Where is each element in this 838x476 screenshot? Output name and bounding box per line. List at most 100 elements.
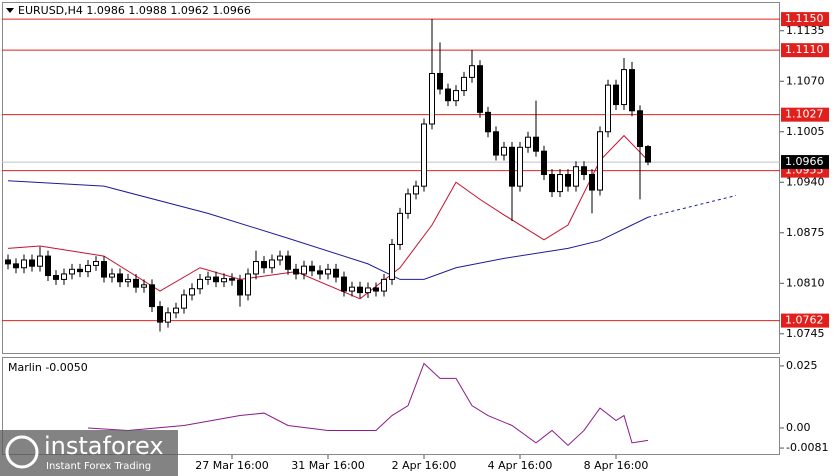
candle-body bbox=[413, 185, 419, 195]
candle-body bbox=[509, 146, 515, 187]
candle-body bbox=[237, 279, 243, 296]
candle-body bbox=[405, 193, 411, 214]
candle-body bbox=[181, 294, 187, 309]
level-box bbox=[781, 107, 829, 122]
candle-body bbox=[525, 136, 531, 148]
level-label: 1.0762 bbox=[785, 314, 824, 327]
candle-body bbox=[397, 212, 403, 245]
candle-body bbox=[221, 278, 227, 283]
candle-body bbox=[333, 268, 339, 278]
candle-body bbox=[373, 287, 379, 292]
level-label: 1.1150 bbox=[785, 12, 824, 25]
candle-body bbox=[165, 312, 171, 323]
candle-body bbox=[293, 268, 299, 275]
line bbox=[87, 362, 649, 447]
candle-body bbox=[501, 146, 507, 156]
candle-body bbox=[533, 136, 539, 152]
candle-body bbox=[429, 72, 435, 125]
candle-body bbox=[445, 88, 451, 102]
x-tick-label: 8 Apr 16:00 bbox=[584, 459, 649, 472]
title-arrow bbox=[6, 8, 14, 13]
indicator-pane bbox=[2, 357, 780, 455]
y-tick-label: 0.025 bbox=[786, 359, 818, 372]
candle-body bbox=[309, 265, 315, 272]
candle-body bbox=[317, 270, 323, 275]
current-price-label: 1.0966 bbox=[785, 155, 824, 168]
candle-body bbox=[197, 278, 203, 290]
level-box bbox=[781, 43, 829, 58]
candle-body bbox=[189, 288, 195, 296]
candle-body bbox=[229, 278, 235, 281]
candle-body bbox=[61, 273, 67, 280]
candle-body bbox=[581, 166, 587, 176]
candle-body bbox=[493, 131, 499, 156]
main-pane bbox=[2, 2, 780, 354]
y-tick-label: 1.1005 bbox=[786, 125, 825, 138]
candle-body bbox=[549, 174, 555, 193]
candle-body bbox=[469, 65, 475, 78]
candle-body bbox=[5, 259, 11, 265]
candle-body bbox=[269, 259, 275, 269]
candle-body bbox=[117, 273, 123, 283]
candle-body bbox=[69, 268, 75, 275]
candle-body bbox=[589, 174, 595, 191]
candle-body bbox=[453, 90, 459, 102]
candle-body bbox=[133, 278, 139, 288]
candle-body bbox=[245, 273, 251, 296]
candle-body bbox=[541, 150, 547, 176]
indicator-title: Marlin -0.0050 bbox=[8, 361, 88, 374]
candle-body bbox=[485, 111, 491, 133]
candle-body bbox=[461, 76, 467, 92]
candle-body bbox=[285, 255, 291, 270]
level-box bbox=[781, 12, 829, 27]
x-tick-label: 27 Mar 16:00 bbox=[195, 459, 268, 472]
candle-body bbox=[173, 307, 179, 314]
x-tick-label: 31 Mar 16:00 bbox=[291, 459, 364, 472]
candle-body bbox=[93, 261, 99, 266]
candle-body bbox=[597, 131, 603, 191]
candle-body bbox=[253, 261, 259, 275]
candle-body bbox=[421, 123, 427, 187]
y-tick-label: 1.1070 bbox=[786, 74, 825, 87]
candle-body bbox=[149, 284, 155, 308]
candle-body bbox=[637, 110, 643, 148]
candle-body bbox=[53, 275, 59, 280]
candle-body bbox=[85, 264, 91, 273]
candle-body bbox=[141, 284, 147, 288]
logo-tagline: Instant Forex Trading bbox=[46, 461, 151, 472]
candle-body bbox=[21, 259, 27, 269]
level-label: 1.1110 bbox=[785, 43, 824, 56]
line bbox=[7, 180, 649, 280]
candle-body bbox=[557, 174, 563, 193]
candle-body bbox=[357, 286, 363, 294]
y-tick-label: 1.1135 bbox=[786, 24, 825, 37]
candle-body bbox=[621, 69, 627, 106]
candle-body bbox=[261, 261, 267, 269]
candle-body bbox=[29, 259, 35, 267]
candle-body bbox=[517, 146, 523, 187]
candle-body bbox=[45, 255, 51, 277]
candle-body bbox=[277, 255, 283, 261]
plot: 1.1135 1.1070 1.1005 1.0940 1.0875 1.0810 1.07… bbox=[2, 12, 829, 472]
level-label: 1.1027 bbox=[785, 108, 824, 121]
candle-body bbox=[325, 268, 331, 275]
candle-body bbox=[125, 278, 131, 283]
y-tick-label: 1.0940 bbox=[786, 175, 825, 188]
candle-body bbox=[565, 174, 571, 187]
candle-body bbox=[341, 276, 347, 292]
candle-body bbox=[37, 255, 43, 267]
x-tick-label: 4 Apr 16:00 bbox=[488, 459, 553, 472]
logo-name: instaforex bbox=[44, 432, 164, 460]
candle-body bbox=[605, 84, 611, 133]
candle-body bbox=[205, 276, 211, 280]
candle-body bbox=[301, 265, 307, 275]
chart-title: EURUSD,H4 1.0986 1.0988 1.0962 1.0966 bbox=[18, 4, 251, 17]
candle-body bbox=[645, 146, 651, 163]
candle-body bbox=[349, 286, 355, 292]
candle-body bbox=[629, 69, 635, 112]
y-tick-label: 1.0875 bbox=[786, 226, 825, 239]
candle-body bbox=[381, 278, 387, 292]
x-tick-label: 2 Apr 16:00 bbox=[392, 459, 457, 472]
